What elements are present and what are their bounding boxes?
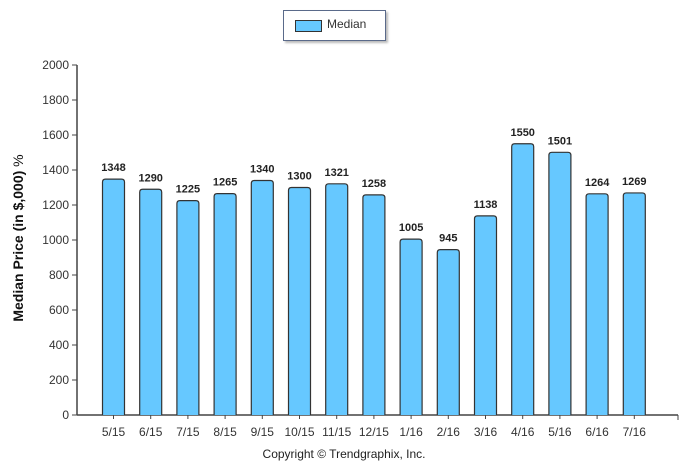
x-tick-label: 10/15 [284,425,314,439]
x-tick-label: 9/15 [251,425,275,439]
data-label: 1348 [101,162,125,174]
data-label: 1550 [510,127,534,139]
bar [362,194,386,415]
bar [511,143,535,415]
legend: Median [283,10,386,41]
y-tick-label: 1800 [42,93,69,107]
y-tick-label: 0 [62,408,69,422]
y-tick-label: 800 [49,268,69,282]
data-label: 945 [439,233,457,245]
y-tick-label: 1400 [42,163,69,177]
data-label: 1321 [324,167,348,179]
bar [139,188,163,415]
data-label: 1269 [622,176,646,188]
bar [436,249,460,415]
x-tick-label: 8/15 [213,425,237,439]
x-tick-label: 1/16 [399,425,423,439]
y-tick-label: 1000 [42,233,69,247]
data-label: 1225 [176,184,200,196]
data-label: 1005 [399,222,423,234]
x-tick-label: 5/15 [102,425,126,439]
copyright: Copyright © Trendgraphix, Inc. [262,447,426,461]
x-tick-label: 7/16 [623,425,647,439]
y-tick-label: 1200 [42,198,69,212]
data-label: 1258 [362,178,386,190]
y-tick-label: 400 [49,338,69,352]
x-tick-label: 3/16 [474,425,498,439]
data-label: 1290 [138,172,162,184]
y-tick-label: 200 [49,373,69,387]
bar [325,183,349,415]
y-tick-label: 600 [49,303,69,317]
data-label: 1501 [548,135,572,147]
y-tick-label: 2000 [42,58,69,72]
x-tick-label: 11/15 [322,425,351,439]
bar [250,179,274,415]
bar [213,193,237,415]
data-label: 1300 [287,171,311,183]
data-label: 1265 [213,177,237,189]
bar [176,200,200,415]
bar [399,238,423,415]
bar [622,192,646,415]
x-tick-label: 4/16 [511,425,535,439]
bar [101,178,126,415]
x-tick-label: 6/16 [585,425,609,439]
bar [473,215,498,415]
x-tick-label: 7/15 [176,425,200,439]
bar [548,151,572,415]
data-label: 1264 [585,177,610,189]
x-tick-label: 2/16 [437,425,461,439]
x-tick-label: 6/15 [139,425,163,439]
x-tick-label: 12/15 [359,425,389,439]
legend-label-median: Median [327,17,367,31]
legend-swatch-median [295,20,322,32]
data-label: 1138 [474,199,498,211]
data-label: 1340 [250,164,274,176]
x-tick-label: 5/16 [548,425,572,439]
y-tick-label: 1600 [42,128,69,142]
bar [287,186,312,415]
bar [585,193,609,415]
